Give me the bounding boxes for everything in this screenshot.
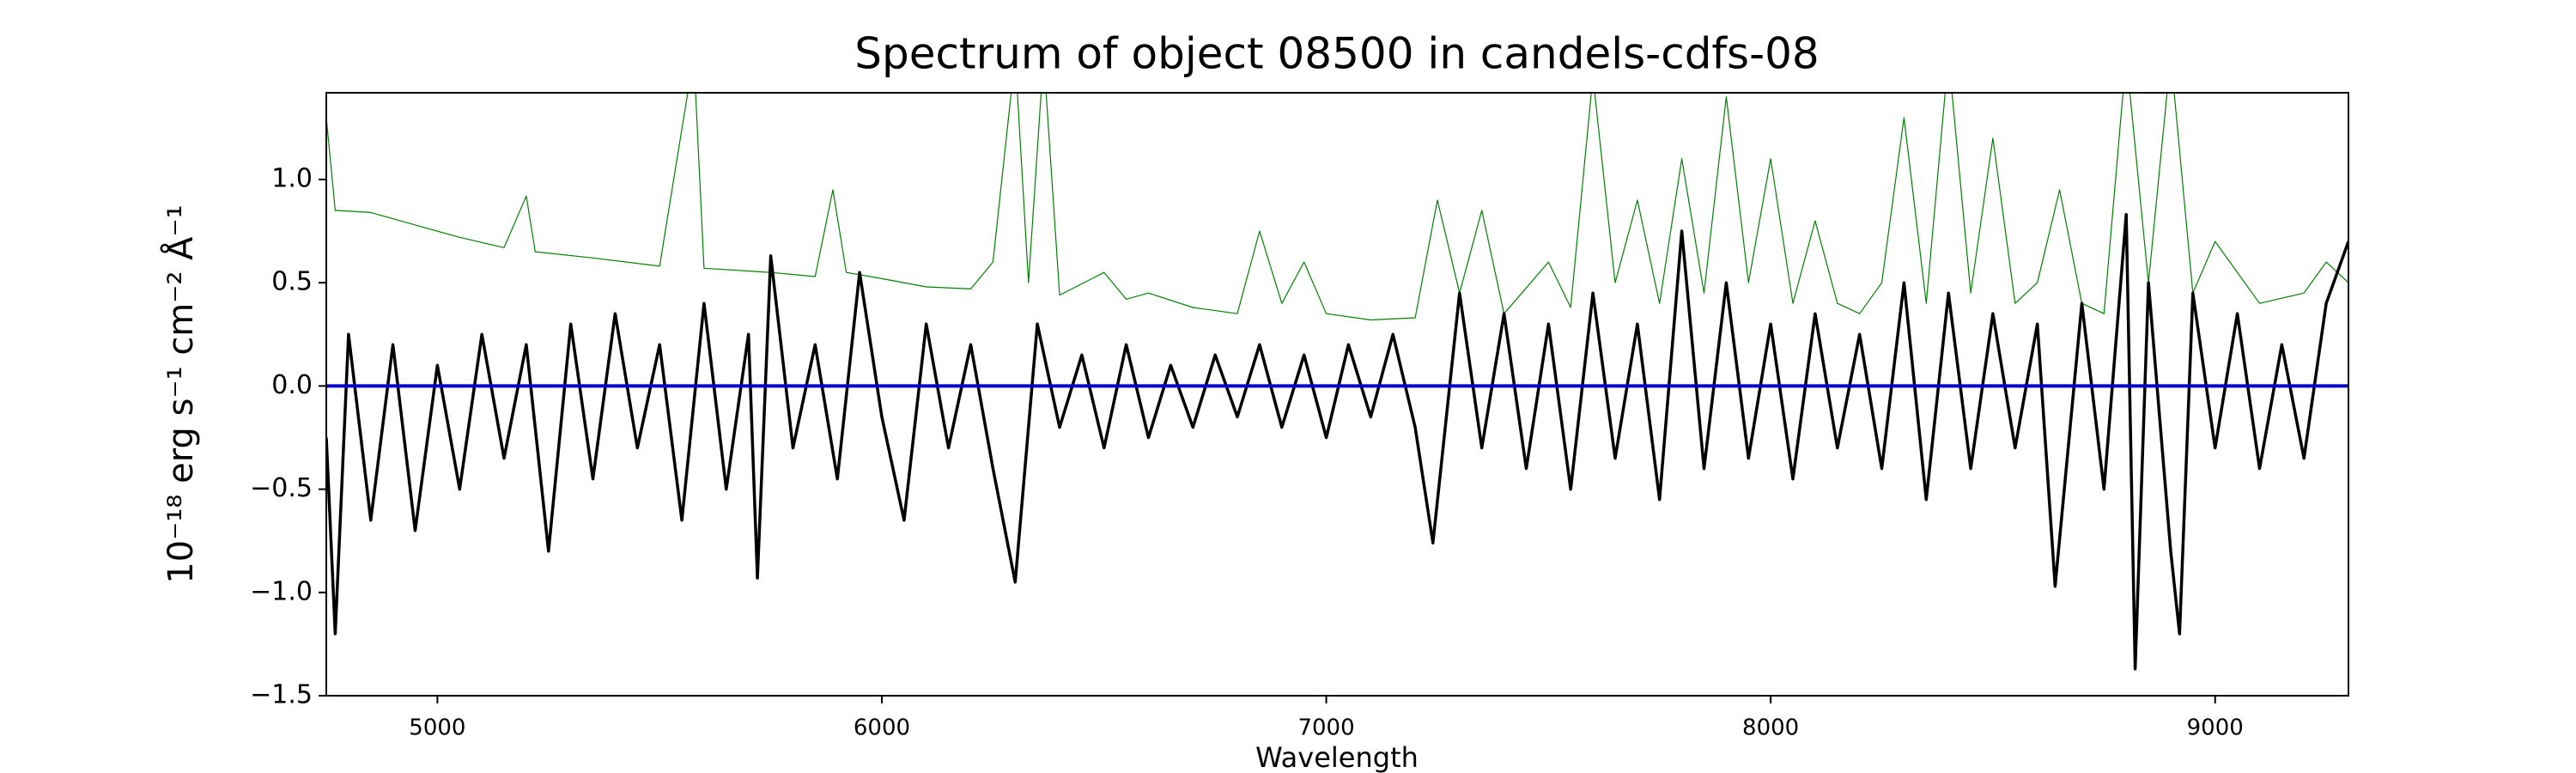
y-tick-label: −1.0 <box>250 576 313 606</box>
y-tick-label: −0.5 <box>250 473 313 503</box>
plot-frame <box>325 92 2349 697</box>
y-tick-label: 1.0 <box>271 163 313 193</box>
y-tick-label: 0.0 <box>271 370 313 400</box>
x-tick-label: 5000 <box>409 715 465 741</box>
x-tick-label: 7000 <box>1297 715 1354 741</box>
x-tick-label: 8000 <box>1742 715 1799 741</box>
y-tick-label: −1.5 <box>250 680 313 710</box>
x-axis-label: Wavelength <box>1255 741 1419 773</box>
spectrum-line <box>326 213 2348 671</box>
plot-lines <box>326 93 2348 671</box>
x-tick-label: 6000 <box>854 715 910 741</box>
x-tick-label: 9000 <box>2187 715 2244 741</box>
y-axis-label: 10⁻¹⁸ erg s⁻¹ cm⁻² Å⁻¹ <box>160 204 201 583</box>
spectrum-line <box>326 93 2348 321</box>
y-tick-label: 0.5 <box>271 267 313 297</box>
chart-title: Spectrum of object 08500 in candels-cdfs… <box>854 29 1820 79</box>
